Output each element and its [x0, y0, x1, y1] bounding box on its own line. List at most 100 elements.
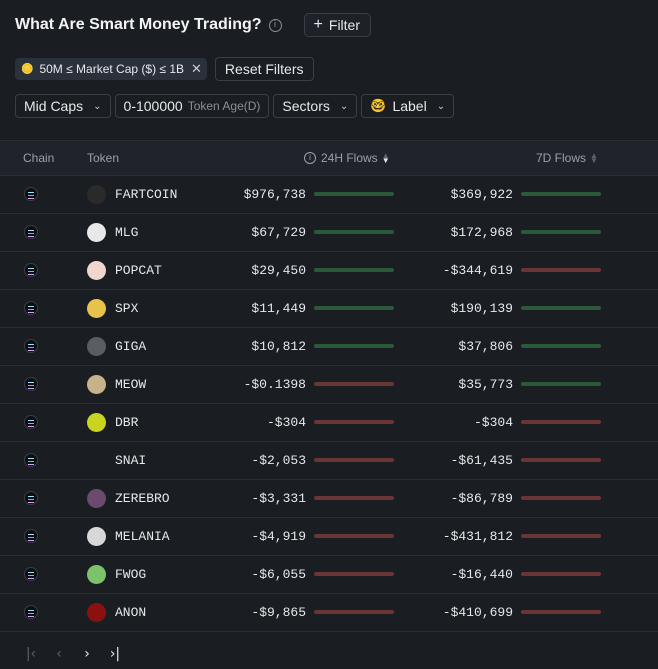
token-logo-icon — [87, 451, 106, 470]
flow-7d-value: $369,922 — [450, 187, 513, 202]
flow-24h-value: $29,450 — [251, 263, 306, 278]
sort-icon[interactable]: ▲ ▼ — [590, 151, 598, 165]
table-row[interactable]: MELANIA -$4,919 -$431,812 — [0, 517, 658, 556]
flow-7d-value: -$304 — [473, 415, 513, 430]
flow-24h-bar — [314, 610, 394, 614]
token-age-label: Token Age(D) — [187, 99, 261, 113]
flow-7d-bar — [521, 610, 601, 614]
filter-button[interactable]: + Filter — [303, 13, 372, 37]
info-icon[interactable]: i — [304, 152, 316, 164]
filter-label: Filter — [328, 17, 361, 33]
table-row[interactable]: SNAI -$2,053 -$61,435 — [0, 441, 658, 480]
token-name[interactable]: FARTCOIN — [115, 187, 178, 202]
solana-icon — [24, 301, 38, 315]
nerd-face-icon: 🤓 — [370, 98, 387, 113]
flow-24h-bar — [314, 534, 394, 538]
table-row[interactable]: SPX $11,449 $190,139 — [0, 289, 658, 328]
table-row[interactable]: ZEREBRO -$3,331 -$86,789 — [0, 479, 658, 518]
filter-selectors: Mid Caps ⌄ 0-100000 Token Age(D) Sectors… — [15, 94, 458, 118]
pagination: |‹ ‹ › ›| — [22, 645, 134, 663]
flow-24h-bar — [314, 230, 394, 234]
flow-7d-value: -$431,812 — [442, 529, 513, 544]
reset-filters-button[interactable]: Reset Filters — [214, 57, 314, 81]
table-row[interactable]: FWOG -$6,055 -$16,440 — [0, 555, 658, 594]
prev-page-icon[interactable]: ‹ — [56, 646, 62, 662]
chevron-down-icon: ⌄ — [93, 100, 102, 112]
token-name[interactable]: GIGA — [115, 339, 147, 354]
flow-24h-bar — [314, 192, 394, 196]
flow-24h-value: -$9,865 — [251, 605, 306, 620]
plus-icon: + — [313, 16, 323, 33]
table-row[interactable]: FARTCOIN $976,738 $369,922 — [0, 175, 658, 214]
token-name[interactable]: SPX — [115, 301, 139, 316]
flow-7d-bar — [521, 496, 601, 500]
solana-icon — [24, 415, 38, 429]
next-page-icon[interactable]: › — [84, 646, 90, 662]
token-name[interactable]: MEOW — [115, 377, 147, 392]
token-logo-icon — [87, 603, 106, 622]
flow-24h-bar — [314, 420, 394, 424]
token-logo-icon — [87, 299, 106, 318]
token-logo-icon — [87, 489, 106, 508]
token-name[interactable]: SNAI — [115, 453, 147, 468]
solana-icon — [24, 529, 38, 543]
token-logo-icon — [87, 223, 106, 242]
token-name[interactable]: MELANIA — [115, 529, 170, 544]
token-name[interactable]: MLG — [115, 225, 139, 240]
table-row[interactable]: GIGA $10,812 $37,806 — [0, 327, 658, 366]
solana-icon — [24, 225, 38, 239]
flow-24h-bar — [314, 268, 394, 272]
header: What Are Smart Money Trading? i + Filter — [15, 13, 372, 37]
column-24h-flows[interactable]: i 24H Flows ▲ ▼ — [304, 151, 390, 165]
flow-24h-bar — [314, 306, 394, 310]
flow-24h-value: $10,812 — [251, 339, 306, 354]
token-age-field[interactable]: 0-100000 Token Age(D) — [114, 94, 270, 118]
page-title: What Are Smart Money Trading? — [15, 16, 262, 33]
caps-select-value: Mid Caps — [24, 98, 84, 114]
token-logo-icon — [87, 413, 106, 432]
label-select-label: Label — [392, 98, 427, 114]
solana-icon — [24, 377, 38, 391]
sectors-select[interactable]: Sectors ⌄ — [273, 94, 358, 118]
sectors-select-label: Sectors — [282, 98, 330, 114]
flow-24h-value: $67,729 — [251, 225, 306, 240]
flow-7d-value: $37,806 — [458, 339, 513, 354]
table-row[interactable]: MLG $67,729 $172,968 — [0, 213, 658, 252]
first-page-icon[interactable]: |‹ — [25, 646, 37, 662]
column-chain: Chain — [23, 151, 55, 165]
token-logo-icon — [87, 337, 106, 356]
token-logo-icon — [87, 185, 106, 204]
column-7d-flows[interactable]: 7D Flows ▲ ▼ — [536, 151, 598, 165]
info-icon[interactable]: i — [268, 18, 282, 32]
table-row[interactable]: MEOW -$0.1398 $35,773 — [0, 365, 658, 404]
table-row[interactable]: DBR -$304 -$304 — [0, 403, 658, 442]
token-logo-icon — [87, 527, 106, 546]
table-row[interactable]: ANON -$9,865 -$410,699 — [0, 593, 658, 632]
flow-7d-value: $35,773 — [458, 377, 513, 392]
caps-select[interactable]: Mid Caps ⌄ — [15, 94, 111, 118]
label-select[interactable]: 🤓 Label ⌄ — [361, 94, 455, 118]
flow-7d-value: -$344,619 — [442, 263, 513, 278]
token-logo-icon — [87, 261, 106, 280]
token-name[interactable]: ANON — [115, 605, 147, 620]
token-name[interactable]: FWOG — [115, 567, 147, 582]
last-page-icon[interactable]: ›| — [109, 646, 121, 662]
token-name[interactable]: POPCAT — [115, 263, 162, 278]
column-24h-flows-label: 24H Flows — [321, 151, 378, 165]
market-cap-chip[interactable]: 🪙 50M ≤ Market Cap ($) ≤ 1B ✕ — [15, 58, 207, 80]
flow-7d-value: $172,968 — [450, 225, 513, 240]
flow-7d-bar — [521, 268, 601, 272]
token-name[interactable]: DBR — [115, 415, 139, 430]
sort-icon[interactable]: ▲ ▼ — [381, 151, 390, 165]
solana-icon — [24, 187, 38, 201]
active-filters: 🪙 50M ≤ Market Cap ($) ≤ 1B ✕ Reset Filt… — [15, 57, 314, 81]
flow-24h-value: -$0.1398 — [243, 377, 306, 392]
flow-24h-value: -$304 — [266, 415, 306, 430]
close-icon[interactable]: ✕ — [191, 61, 202, 76]
solana-icon — [24, 263, 38, 277]
token-logo-icon — [87, 375, 106, 394]
flow-24h-value: $11,449 — [251, 301, 306, 316]
table-row[interactable]: POPCAT $29,450 -$344,619 — [0, 251, 658, 290]
flow-24h-bar — [314, 572, 394, 576]
token-name[interactable]: ZEREBRO — [115, 491, 170, 506]
